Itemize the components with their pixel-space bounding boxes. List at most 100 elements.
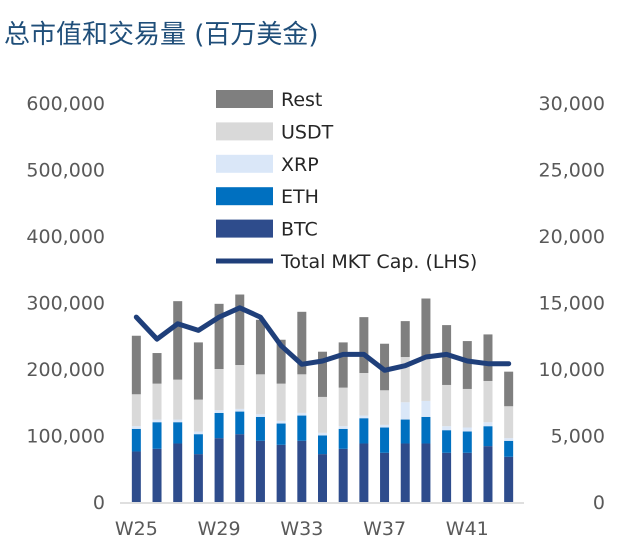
bar-eth bbox=[214, 412, 224, 439]
bar-xrp bbox=[193, 431, 203, 435]
bar-btc bbox=[400, 443, 410, 502]
bar-eth bbox=[297, 415, 307, 441]
bar-xrp bbox=[462, 427, 472, 432]
legend-label-rest: Rest bbox=[281, 89, 322, 111]
bar-xrp bbox=[276, 420, 286, 424]
left-tick-label: 400,000 bbox=[26, 226, 105, 248]
bar-usdt bbox=[421, 357, 431, 401]
bar-btc bbox=[131, 451, 141, 502]
bar-eth bbox=[462, 431, 472, 453]
bar-xrp bbox=[131, 426, 141, 429]
bar-xrp bbox=[380, 424, 390, 428]
x-axis: W25 W29 W33 W37 W41 bbox=[115, 502, 524, 540]
total-mkt-cap-line bbox=[133, 305, 512, 373]
bar-btc bbox=[338, 448, 348, 502]
bar-usdt bbox=[131, 394, 141, 427]
bar-usdt bbox=[338, 387, 348, 427]
bar-btc bbox=[276, 444, 286, 502]
bar-rest bbox=[131, 335, 141, 395]
bar-eth bbox=[400, 419, 410, 444]
bar-rest bbox=[235, 294, 245, 366]
bar-usdt bbox=[297, 374, 307, 413]
left-tick-label: 600,000 bbox=[26, 93, 105, 115]
bar-rest bbox=[255, 319, 265, 375]
bar-rest bbox=[400, 321, 410, 358]
bar-usdt bbox=[152, 383, 162, 420]
bar-btc bbox=[380, 452, 390, 502]
bar-usdt bbox=[255, 374, 265, 415]
x-tick-label: W41 bbox=[446, 518, 489, 540]
bar-usdt bbox=[483, 380, 493, 423]
right-tick-label: 10,000 bbox=[539, 359, 605, 381]
bar-eth bbox=[173, 422, 183, 444]
bar-xrp bbox=[483, 422, 493, 427]
legend-swatch-eth bbox=[216, 187, 273, 206]
bar-btc bbox=[173, 443, 183, 502]
legend: Rest USDT XRP ETH BTC Total MKT Cap. (LHS) bbox=[216, 89, 477, 273]
bar-btc bbox=[442, 452, 452, 502]
bar-usdt bbox=[504, 406, 514, 439]
bar-xrp bbox=[504, 438, 514, 441]
left-tick-label: 500,000 bbox=[26, 160, 105, 182]
bar-eth bbox=[338, 428, 348, 449]
stacked-bars bbox=[131, 294, 514, 502]
bar-xrp bbox=[318, 432, 327, 436]
left-tick-label: 100,000 bbox=[26, 426, 105, 448]
bar-btc bbox=[318, 454, 327, 502]
legend-label-eth: ETH bbox=[281, 186, 319, 208]
bar-rest bbox=[421, 298, 431, 358]
left-tick-label: 300,000 bbox=[26, 293, 105, 315]
bar-btc bbox=[255, 440, 265, 502]
chart-title: 总市值和交易量 (百万美金) bbox=[4, 20, 319, 50]
bar-rest bbox=[359, 317, 369, 373]
right-tick-label: 20,000 bbox=[539, 226, 605, 248]
bar-usdt bbox=[380, 390, 390, 425]
bar-rest bbox=[504, 371, 514, 407]
bar-usdt bbox=[318, 396, 327, 433]
right-tick-label: 0 bbox=[593, 492, 605, 514]
bar-xrp bbox=[359, 415, 369, 419]
x-tick-label: W37 bbox=[363, 518, 406, 540]
bar-eth bbox=[235, 411, 245, 435]
bar-rest bbox=[318, 351, 327, 397]
bar-xrp bbox=[400, 402, 410, 420]
bar-xrp bbox=[421, 400, 431, 417]
bar-rest bbox=[214, 303, 224, 369]
bar-rest bbox=[338, 342, 348, 388]
bar-usdt bbox=[173, 379, 183, 420]
bar-eth bbox=[380, 427, 390, 453]
legend-label-btc: BTC bbox=[281, 219, 318, 241]
bar-usdt bbox=[214, 369, 224, 411]
left-tick-label: 200,000 bbox=[26, 359, 105, 381]
bar-usdt bbox=[193, 399, 203, 432]
bar-xrp bbox=[173, 419, 183, 423]
bar-eth bbox=[193, 434, 203, 455]
bar-rest bbox=[193, 342, 203, 400]
bar-rest bbox=[380, 343, 390, 391]
bar-eth bbox=[421, 416, 431, 444]
bar-btc bbox=[504, 456, 514, 502]
right-tick-label: 15,000 bbox=[539, 293, 605, 315]
bar-rest bbox=[173, 301, 183, 380]
bar-eth bbox=[255, 416, 265, 441]
right-axis-ticks: 30,000 25,000 20,000 15,000 10,000 5,000 0 bbox=[539, 93, 605, 514]
legend-swatch-usdt bbox=[216, 122, 273, 141]
bar-xrp bbox=[338, 426, 348, 429]
x-tick-label: W25 bbox=[115, 518, 158, 540]
bar-eth bbox=[359, 418, 369, 444]
bar-rest bbox=[297, 311, 307, 375]
bar-usdt bbox=[442, 384, 452, 427]
x-tick-label: W29 bbox=[198, 518, 241, 540]
bar-xrp bbox=[152, 419, 162, 423]
bar-btc bbox=[235, 434, 245, 502]
bar-xrp bbox=[235, 408, 245, 412]
bar-usdt bbox=[235, 365, 245, 409]
x-tick-label: W33 bbox=[280, 518, 323, 540]
bar-eth bbox=[483, 426, 493, 447]
bar-rest bbox=[152, 353, 162, 384]
bar-btc bbox=[462, 452, 472, 502]
legend-swatch-btc bbox=[216, 219, 273, 238]
bar-btc bbox=[193, 454, 203, 502]
bar-eth bbox=[442, 430, 452, 453]
